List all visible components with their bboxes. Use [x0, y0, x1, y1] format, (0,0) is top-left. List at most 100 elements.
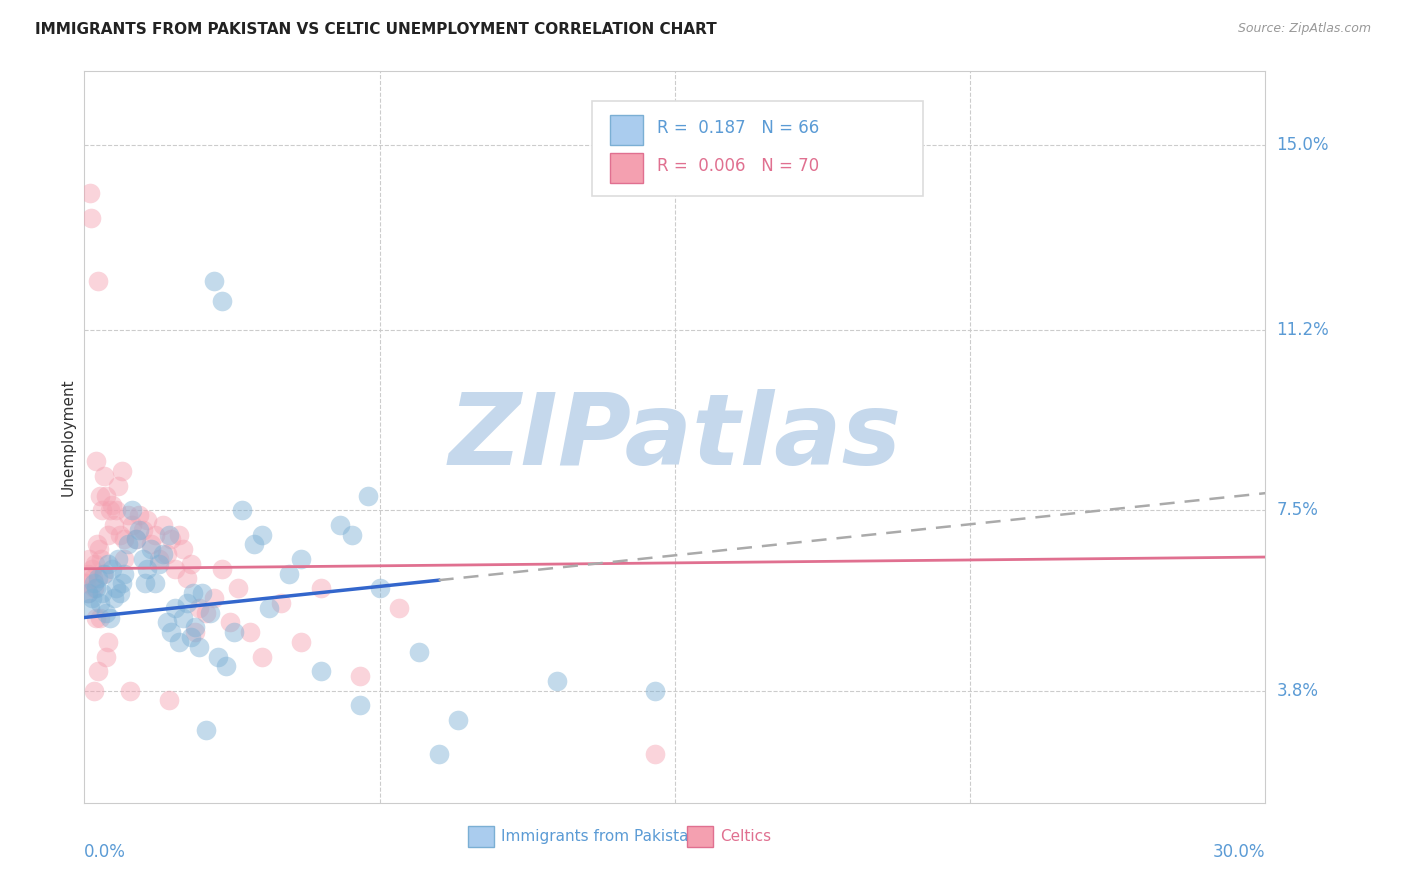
Point: [231, 503, 253, 517]
Point: [202, 591, 225, 605]
Point: [259, 600, 281, 615]
Point: [195, 723, 218, 737]
Point: [132, 552, 155, 566]
Point: [222, 625, 245, 640]
Point: [94, 649, 117, 664]
Point: [87, 572, 110, 586]
Point: [157, 527, 180, 541]
Point: [121, 517, 143, 532]
Point: [148, 557, 170, 571]
Point: [76, 566, 98, 581]
Text: 7.5%: 7.5%: [1277, 501, 1319, 519]
Point: [644, 747, 666, 761]
Point: [84, 454, 107, 468]
Point: [91, 566, 114, 581]
Point: [141, 542, 163, 557]
Point: [340, 527, 363, 541]
Point: [118, 683, 141, 698]
Point: [83, 576, 105, 591]
Point: [104, 581, 127, 595]
Text: Immigrants from Pakistan: Immigrants from Pakistan: [502, 829, 699, 844]
Text: 11.2%: 11.2%: [1277, 321, 1329, 339]
Point: [128, 508, 150, 522]
Point: [163, 562, 186, 576]
Text: IMMIGRANTS FROM PAKISTAN VS CELTIC UNEMPLOYMENT CORRELATION CHART: IMMIGRANTS FROM PAKISTAN VS CELTIC UNEMP…: [35, 22, 717, 37]
Point: [152, 547, 174, 561]
Point: [97, 635, 120, 649]
Point: [181, 586, 204, 600]
Point: [211, 293, 233, 308]
Point: [79, 186, 101, 201]
Point: [117, 508, 139, 522]
Point: [79, 600, 101, 615]
Point: [136, 562, 159, 576]
Point: [103, 517, 125, 532]
Point: [132, 523, 155, 537]
Point: [83, 683, 105, 698]
Point: [427, 747, 450, 761]
Point: [180, 630, 202, 644]
Text: 0.0%: 0.0%: [84, 843, 127, 861]
Point: [87, 664, 110, 678]
Point: [124, 533, 146, 547]
Point: [84, 581, 107, 595]
Bar: [686, 826, 713, 847]
Point: [250, 649, 273, 664]
Point: [191, 586, 214, 600]
Point: [75, 576, 97, 591]
Point: [82, 562, 104, 576]
Point: [546, 673, 568, 688]
Point: [349, 669, 371, 683]
Point: [117, 537, 139, 551]
Point: [250, 527, 273, 541]
Point: [94, 606, 117, 620]
Point: [90, 552, 112, 566]
Text: Celtics: Celtics: [720, 829, 770, 844]
Point: [141, 537, 163, 551]
Point: [160, 625, 183, 640]
Bar: [610, 115, 643, 145]
Point: [160, 533, 183, 547]
Point: [77, 552, 100, 566]
Point: [94, 489, 117, 503]
Point: [215, 659, 238, 673]
Point: [183, 625, 205, 640]
Point: [89, 596, 111, 610]
Point: [309, 664, 332, 678]
Point: [111, 464, 134, 478]
Point: [242, 537, 264, 551]
Point: [77, 586, 100, 600]
Point: [93, 566, 115, 581]
Point: [239, 625, 262, 640]
Point: [93, 469, 115, 483]
Point: [98, 610, 121, 624]
Point: [219, 615, 242, 630]
Point: [103, 591, 125, 605]
Y-axis label: Unemployment: Unemployment: [60, 378, 76, 496]
Point: [167, 635, 190, 649]
Point: [226, 581, 249, 595]
Text: Source: ZipAtlas.com: Source: ZipAtlas.com: [1237, 22, 1371, 36]
Point: [89, 610, 111, 624]
Point: [108, 586, 131, 600]
Text: ZIPatlas: ZIPatlas: [449, 389, 901, 485]
Point: [107, 479, 129, 493]
Point: [309, 581, 332, 595]
Point: [270, 596, 292, 610]
Point: [290, 635, 312, 649]
Point: [167, 527, 190, 541]
Point: [101, 562, 124, 576]
Point: [89, 489, 111, 503]
Point: [349, 698, 371, 713]
Point: [329, 517, 352, 532]
Point: [163, 600, 186, 615]
Point: [101, 499, 124, 513]
Point: [124, 533, 146, 547]
Point: [200, 606, 222, 620]
Point: [91, 586, 114, 600]
Text: R =  0.187   N = 66: R = 0.187 N = 66: [657, 120, 820, 137]
Point: [148, 552, 170, 566]
Text: 3.8%: 3.8%: [1277, 681, 1319, 699]
Point: [156, 615, 179, 630]
Point: [107, 552, 129, 566]
